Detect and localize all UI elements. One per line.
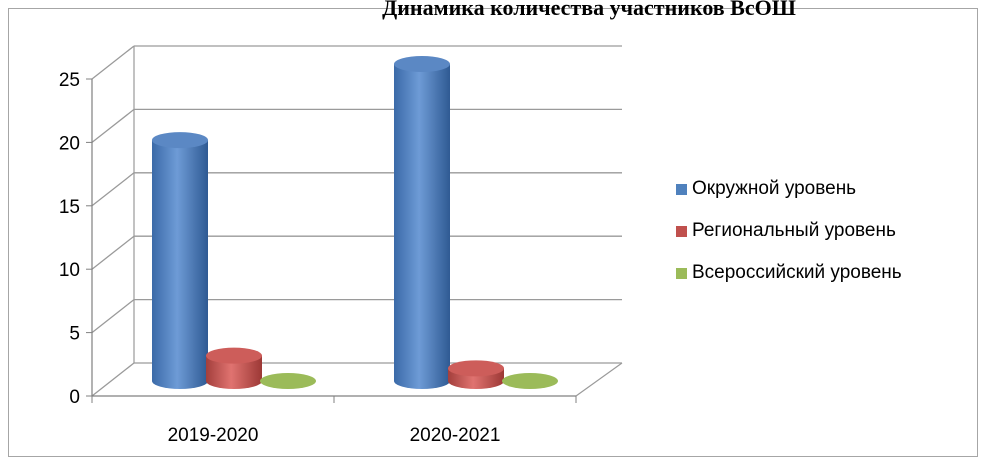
y-tick-label: 0 [69, 387, 80, 408]
gridline-side [91, 108, 135, 143]
y-tick-label: 25 [59, 70, 80, 91]
bar-1-2019-2020 [152, 140, 208, 389]
legend-label: Региональный уровень [692, 220, 896, 241]
legend-item: Окружной уровень [676, 176, 902, 202]
legend-swatch [676, 267, 687, 279]
legend-swatch [676, 225, 687, 237]
y-tick-label: 15 [59, 197, 80, 218]
gridline-side [91, 235, 135, 270]
x-tick-label: 2020-2021 [410, 425, 501, 446]
legend-label: Всероссийский уровень [692, 262, 902, 283]
chart-title: Динамика количества участников ВсОШ [382, 0, 796, 20]
gridline-side [91, 299, 135, 334]
bar-top-3-2019-2020 [260, 373, 316, 389]
bar-2-2019-2020 [206, 355, 262, 389]
bar-top-2-2020-2021 [448, 360, 504, 377]
gridline-side [91, 172, 135, 207]
bar-1-2020-2021 [394, 64, 450, 389]
gridline-side [91, 45, 135, 80]
bar-top-1-2019-2020 [152, 132, 208, 149]
legend-item: Региональный уровень [676, 218, 902, 244]
y-tick-label: 10 [59, 260, 80, 281]
bar-top-2-2019-2020 [206, 347, 262, 364]
bar-top-3-2020-2021 [502, 373, 558, 389]
bar-top-1-2020-2021 [394, 56, 450, 72]
y-tick-label: 20 [59, 133, 80, 154]
legend-swatch [676, 183, 687, 195]
y-tick-label: 5 [69, 324, 80, 345]
x-tick-label: 2019-2020 [168, 425, 259, 446]
legend-item: Всероссийский уровень [676, 260, 902, 286]
legend: Окружной уровень Региональный уровень Всер… [676, 176, 902, 302]
legend-label: Окружной уровень [692, 178, 857, 199]
floor-edge [575, 362, 623, 397]
gridline-side [91, 362, 135, 397]
